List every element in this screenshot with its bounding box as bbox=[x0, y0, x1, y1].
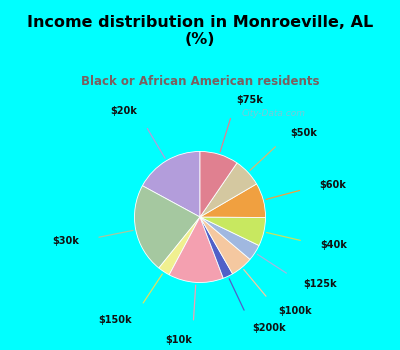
Text: $100k: $100k bbox=[279, 307, 312, 316]
Wedge shape bbox=[200, 152, 237, 217]
Wedge shape bbox=[200, 217, 259, 259]
Text: City-Data.com: City-Data.com bbox=[242, 108, 306, 118]
Wedge shape bbox=[200, 184, 266, 217]
Text: $30k: $30k bbox=[52, 236, 80, 246]
Text: $40k: $40k bbox=[320, 240, 347, 250]
Text: $150k: $150k bbox=[98, 315, 132, 324]
Wedge shape bbox=[200, 217, 266, 245]
Text: $75k: $75k bbox=[236, 94, 263, 105]
Wedge shape bbox=[159, 217, 200, 275]
Text: $125k: $125k bbox=[303, 279, 337, 289]
Text: $50k: $50k bbox=[290, 128, 317, 138]
Text: Black or African American residents: Black or African American residents bbox=[81, 75, 319, 88]
Text: $60k: $60k bbox=[319, 180, 346, 190]
Text: $10k: $10k bbox=[165, 335, 192, 345]
Wedge shape bbox=[200, 217, 233, 278]
Wedge shape bbox=[200, 163, 256, 217]
Wedge shape bbox=[134, 186, 200, 268]
Text: Income distribution in Monroeville, AL
(%): Income distribution in Monroeville, AL (… bbox=[27, 15, 373, 47]
Wedge shape bbox=[200, 217, 250, 274]
Wedge shape bbox=[142, 152, 200, 217]
Text: $20k: $20k bbox=[110, 106, 137, 116]
Text: $200k: $200k bbox=[253, 323, 286, 333]
Wedge shape bbox=[169, 217, 223, 282]
